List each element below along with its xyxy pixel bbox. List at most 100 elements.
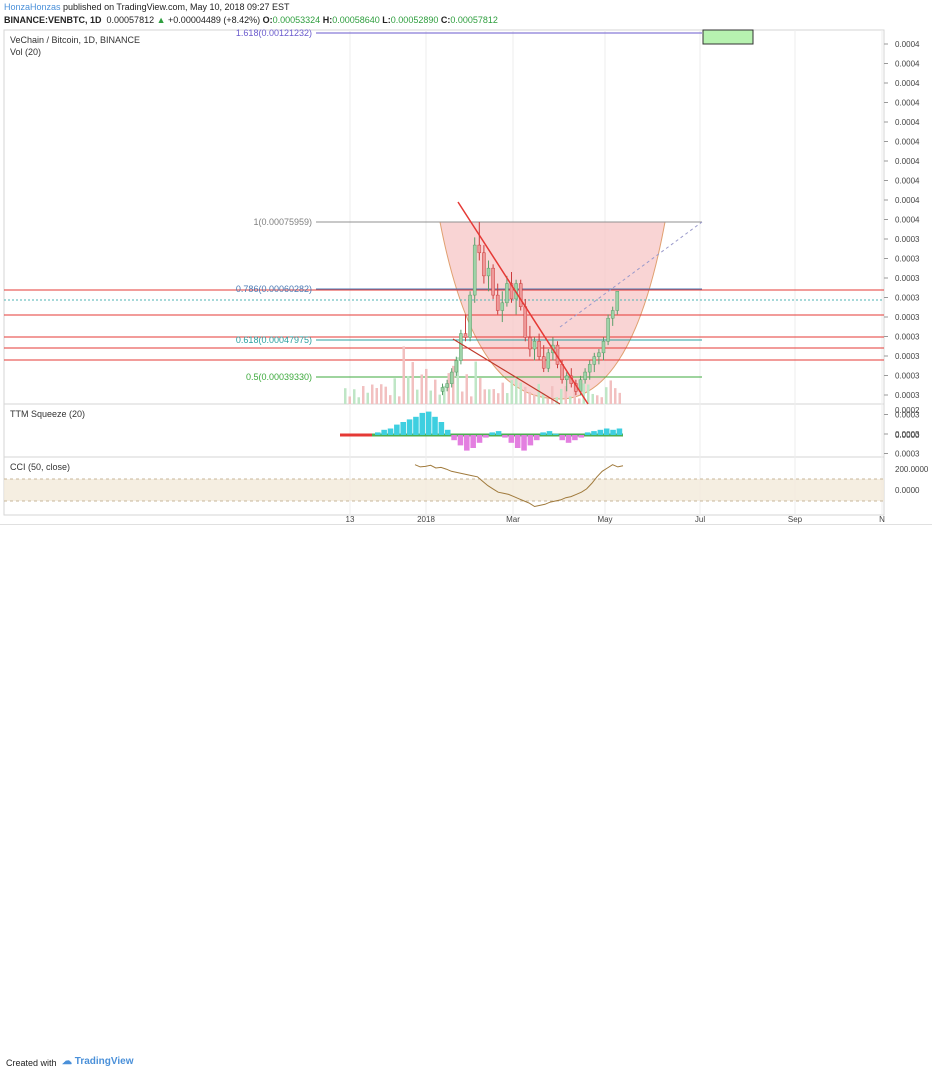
ttm-bar	[457, 435, 464, 446]
volume-bar	[402, 346, 405, 404]
volume-bar	[546, 398, 549, 404]
volume-bar	[542, 393, 545, 404]
ttm-bar	[533, 435, 540, 441]
price-tick: 0.0003	[895, 313, 920, 322]
candle	[459, 333, 463, 361]
price-tick: 0.0003	[895, 274, 920, 283]
fib-label-05: 0.5(0.00039330)	[246, 372, 312, 382]
candles	[440, 222, 620, 396]
ttm-bar	[616, 428, 623, 435]
author-link[interactable]: HonzaHonzas	[4, 2, 61, 12]
volume-bar	[474, 361, 477, 404]
volume-bar	[465, 374, 468, 404]
publish-info: published on TradingView.com, May 10, 20…	[60, 2, 290, 12]
volume-bar	[371, 384, 374, 404]
time-tick: 13	[346, 515, 355, 524]
ttm-bar	[527, 435, 534, 446]
volume-bar	[510, 380, 513, 404]
ttm-bar	[438, 422, 445, 435]
price-tick: 0.0003	[895, 333, 920, 342]
ttm-bar	[514, 435, 521, 448]
created-with-label: Created with	[6, 1058, 57, 1068]
ttm-bar	[584, 432, 591, 435]
volume-bar	[429, 390, 432, 404]
price-tick: 0.0004	[895, 177, 920, 186]
ttm-bar	[400, 422, 406, 435]
candle	[610, 310, 615, 319]
volume-bar	[524, 386, 527, 404]
ttm-bar	[591, 431, 597, 435]
open-value: 0.00053324	[272, 15, 321, 25]
volume-bar	[600, 397, 603, 404]
candle	[472, 244, 477, 296]
candle	[592, 356, 597, 365]
volume-bar	[375, 388, 378, 404]
ttm-bar	[502, 435, 508, 438]
ohlc-line: BINANCE:VENBTC, 1D 0.00057812 ▲ +0.00004…	[4, 15, 498, 25]
candle	[449, 371, 454, 384]
volume-bar	[573, 379, 576, 404]
candle	[509, 283, 514, 300]
volume-bar	[353, 389, 356, 404]
candle	[532, 341, 537, 350]
volume-bar	[605, 387, 608, 404]
price-tick: 0.0003	[895, 294, 920, 303]
volume-bar	[398, 396, 401, 404]
price-tick: 0.0003	[895, 372, 920, 381]
ttm-bar	[464, 435, 470, 451]
time-tick: Mar	[506, 515, 520, 524]
volume-bar	[515, 378, 518, 404]
volume-bar	[434, 379, 437, 404]
ttm-bar	[375, 432, 381, 435]
support-line[interactable]	[452, 338, 561, 405]
ttm-bar	[565, 435, 572, 443]
cloud-icon: ☁	[62, 1056, 72, 1067]
volume-bar	[479, 377, 482, 404]
target-box[interactable]	[702, 29, 754, 45]
volume-bar	[555, 397, 558, 404]
price-tick: 0.0004	[895, 99, 920, 108]
volume-bar	[560, 388, 563, 404]
ttm-tick-2: 0.0000	[895, 431, 920, 440]
price-axis[interactable]: 0.0004 0.0004 0.0004 0.0004 0.0004 0.0004 0.00…	[884, 40, 920, 459]
time-axis[interactable]: 13 2018 Mar May Jul Sep N	[346, 515, 886, 524]
candle	[454, 360, 459, 373]
volume-bar	[569, 396, 572, 404]
volume-bar	[497, 393, 500, 404]
candle	[606, 317, 610, 342]
candle	[468, 294, 472, 338]
cci-axis: 200.0000 0.0000	[895, 465, 929, 495]
candle	[528, 337, 532, 350]
price-tick: 0.0003	[895, 352, 920, 361]
ttm-legend: TTM Squeeze (20)	[10, 409, 85, 419]
price-tick: 0.0004	[895, 138, 920, 147]
candle	[440, 387, 445, 392]
volume-bar	[425, 368, 428, 404]
candle	[463, 333, 468, 338]
brand-label: TradingView	[74, 1056, 134, 1067]
volume-bar	[384, 386, 387, 404]
volume-bar	[533, 394, 536, 404]
ttm-bar	[578, 435, 585, 438]
price-tick: 0.0004	[895, 196, 920, 205]
ttm-bar	[546, 431, 553, 435]
volume-bar	[596, 395, 599, 404]
candle	[477, 244, 482, 254]
ttm-bar	[559, 435, 565, 441]
volume-bar	[389, 395, 392, 404]
footer: Created with ☁ TradingView	[0, 524, 932, 1068]
cci-tick-1: 200.0000	[895, 465, 929, 474]
cci-line	[414, 464, 624, 508]
volume-bar	[344, 388, 347, 404]
volume-bar	[537, 383, 540, 404]
volume-bar	[578, 398, 581, 404]
candle	[564, 375, 569, 381]
price-tick: 0.0004	[895, 40, 920, 49]
candle	[505, 283, 509, 304]
chart-area[interactable]: 1.618(0.00121232) 1(0.00075959) 0.786(0.…	[0, 27, 932, 525]
price-tick: 0.0003	[895, 235, 920, 244]
tradingview-logo[interactable]: ☁ TradingView	[62, 1056, 134, 1067]
volume-bar	[618, 392, 621, 404]
candle	[518, 283, 523, 307]
downtrend-line[interactable]	[457, 201, 589, 405]
